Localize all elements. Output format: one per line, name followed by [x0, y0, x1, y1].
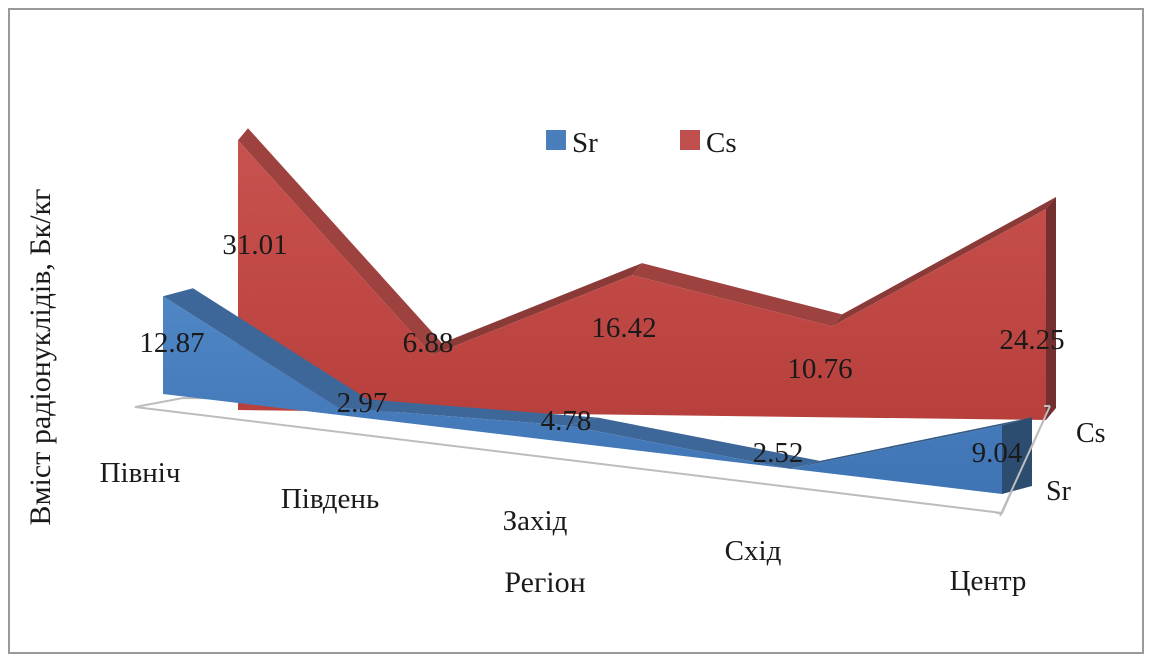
- y-axis-title: Вміст радіонуклідів, Бк/кг: [24, 189, 57, 526]
- series-sr-end-cap: [1002, 417, 1032, 494]
- series-layer: [163, 128, 1056, 494]
- legend-label-cs: Cs: [706, 127, 737, 159]
- x-axis-title: Регіон: [504, 566, 585, 599]
- legend-label-sr: Sr: [572, 127, 598, 159]
- legend-swatch-cs: [680, 130, 700, 150]
- series-sr-ribbon-segment: [338, 399, 598, 426]
- legend-swatch-sr: [546, 130, 566, 150]
- category-axis: Північ Південь Захід Схід Центр: [100, 457, 1027, 597]
- series-cs-ribbon-segment: [832, 197, 1056, 327]
- category-label: Північ: [100, 457, 181, 489]
- series-cs: [238, 128, 1056, 420]
- data-label-sr: 2.52: [753, 437, 804, 469]
- category-label: Схід: [725, 535, 782, 567]
- series-sr-area: [163, 296, 1002, 494]
- series-sr-ribbon-segment: [568, 417, 820, 469]
- series-sr: [163, 288, 1032, 494]
- series-sr-ribbon-segment: [163, 288, 368, 408]
- data-label-sr: 4.78: [541, 405, 592, 437]
- data-label-sr: 9.04: [972, 437, 1023, 469]
- depth-label-sr: Sr: [1046, 476, 1072, 507]
- series-cs-area: [238, 140, 1046, 420]
- data-label-cs: 24.25: [999, 324, 1064, 356]
- depth-label-cs: Cs: [1076, 418, 1106, 449]
- depth-axis: Cs Sr: [996, 405, 1106, 517]
- category-label: Захід: [503, 505, 568, 537]
- legend: Sr Cs: [546, 127, 737, 159]
- series-sr-ribbon-segment: [790, 417, 1032, 469]
- category-label: Південь: [281, 483, 379, 515]
- data-label-cs: 6.88: [403, 327, 454, 359]
- series-cs-ribbon-segment: [238, 128, 442, 356]
- data-label-cs: 16.42: [591, 312, 656, 344]
- data-labels: 12.87 2.97 4.78 2.52 9.04 31.01 6.88 16.42 10.76…: [139, 229, 1064, 469]
- category-label: Центр: [950, 565, 1027, 597]
- data-label-sr: 2.97: [337, 387, 388, 419]
- series-cs-ribbon-segment: [432, 263, 642, 356]
- data-label-cs: 10.76: [787, 353, 852, 385]
- data-label-cs: 31.01: [222, 229, 287, 261]
- series-cs-end-cap: [1046, 197, 1056, 420]
- series-cs-ribbon-segment: [632, 263, 842, 327]
- data-label-sr: 12.87: [139, 327, 204, 359]
